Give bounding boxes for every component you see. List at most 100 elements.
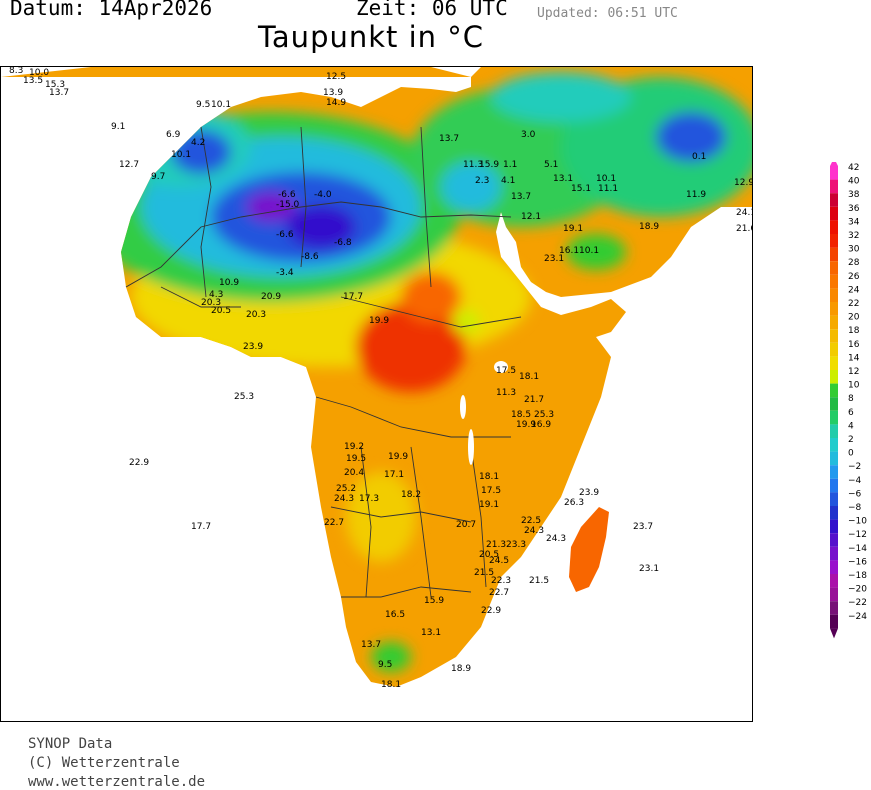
- legend-swatch: [830, 424, 838, 438]
- station-dewpoint-label: 1.1: [503, 160, 517, 170]
- legend-tick-label: −8: [848, 503, 862, 513]
- station-dewpoint-label: 17.5: [496, 366, 516, 376]
- legend-swatch: [830, 560, 838, 574]
- station-dewpoint-label: 19.9: [516, 420, 536, 430]
- station-dewpoint-label: 20.5: [479, 550, 499, 560]
- footer-url: www.wetterzentrale.de: [28, 774, 206, 790]
- legend-swatch: [830, 356, 838, 370]
- station-dewpoint-label: 23.1: [639, 564, 659, 574]
- footer-source: SYNOP Data: [28, 736, 113, 752]
- station-dewpoint-label: 11.3: [496, 388, 516, 398]
- station-dewpoint-label: 22.9: [481, 606, 501, 616]
- station-dewpoint-label: 0.1: [692, 152, 706, 162]
- legend-swatch: [830, 370, 838, 384]
- station-dewpoint-label: 18.9: [639, 222, 659, 232]
- station-dewpoint-label: 19.1: [479, 500, 499, 510]
- station-dewpoint-label: -4.0: [314, 190, 332, 200]
- station-dewpoint-label: 25.3: [534, 410, 554, 420]
- station-dewpoint-label: 6.9: [166, 130, 181, 140]
- legend-swatch: [830, 574, 838, 588]
- legend-tick-label: 24: [848, 285, 860, 295]
- madagascar: [569, 507, 609, 592]
- legend-tick-label: −12: [848, 530, 867, 540]
- station-dewpoint-label: 10.1: [596, 174, 616, 184]
- station-dewpoint-label: 21.7: [524, 395, 544, 405]
- station-dewpoint-label: 24.3: [524, 526, 544, 536]
- station-dewpoint-label: 4.2: [191, 138, 205, 148]
- station-dewpoint-label: 4.1: [501, 176, 515, 186]
- legend-swatch: [830, 614, 838, 629]
- legend-swatch: [830, 247, 838, 262]
- legend-tick-label: 38: [848, 190, 860, 200]
- legend-tick-label: 16: [848, 340, 860, 350]
- station-dewpoint-label: 19.2: [344, 442, 364, 452]
- station-dewpoint-label: 10.9: [219, 278, 239, 288]
- station-dewpoint-label: 20.7: [456, 520, 476, 530]
- station-dewpoint-label: -15.0: [276, 200, 300, 210]
- station-dewpoint-label: 11.9: [686, 190, 706, 200]
- legend-swatch: [830, 329, 838, 343]
- station-dewpoint-label: 13.7: [511, 192, 531, 202]
- station-dewpoint-label: 25.3: [234, 392, 254, 402]
- station-dewpoint-label: -6.6: [276, 230, 294, 240]
- legend-tick-label: 18: [848, 326, 860, 336]
- station-dewpoint-label: 10.1: [171, 150, 191, 160]
- station-dewpoint-label: 12.7: [119, 160, 139, 170]
- legend-swatch: [830, 492, 838, 506]
- legend-swatch: [830, 383, 838, 398]
- legend-swatch: [830, 546, 838, 561]
- station-dewpoint-label: 22.9: [129, 458, 149, 468]
- station-dewpoint-label: 13.1: [421, 628, 441, 638]
- legend-swatch: [830, 533, 838, 547]
- station-dewpoint-label: 12.5: [326, 72, 346, 82]
- legend-tick-label: 34: [848, 217, 860, 227]
- station-dewpoint-label: 23.9: [579, 488, 599, 498]
- legend-swatch: [830, 166, 838, 180]
- legend-swatch: [830, 519, 838, 534]
- legend-swatch: [830, 451, 838, 466]
- legend-swatch: [830, 302, 838, 316]
- station-dewpoint-label: 17.7: [191, 522, 211, 532]
- legend-tick-label: 14: [848, 353, 860, 363]
- station-dewpoint-label: 9.1: [111, 122, 125, 132]
- station-dewpoint-label: 12.9: [734, 178, 753, 188]
- station-dewpoint-label: 21.5: [529, 576, 549, 586]
- station-dewpoint-label: 16.9: [531, 420, 551, 430]
- station-dewpoint-label: 18.5: [511, 410, 531, 420]
- station-dewpoint-label: -6.6: [278, 190, 296, 200]
- station-dewpoint-label: 18.2: [401, 490, 421, 500]
- legend-tick-label: 2: [848, 435, 854, 445]
- legend-tick-label: 12: [848, 367, 859, 377]
- station-dewpoint-label: 9.7: [151, 172, 165, 182]
- legend-tick-label: 20: [848, 313, 860, 323]
- legend-swatch: [830, 342, 838, 357]
- legend-tick-label: −22: [848, 598, 867, 608]
- station-dewpoint-label: 22.3: [491, 576, 511, 586]
- legend-tick-label: 40: [848, 177, 860, 187]
- legend-tick-label: 8: [848, 394, 854, 404]
- legend-tick-label: 28: [848, 258, 860, 268]
- station-dewpoint-label: 12.1: [521, 212, 541, 222]
- station-dewpoint-label: 9.5: [378, 660, 392, 670]
- legend-tick-label: 6: [848, 408, 854, 418]
- station-dewpoint-label: 2.3: [475, 176, 489, 186]
- legend-tick-label: −20: [848, 585, 867, 595]
- station-dewpoint-label: -3.4: [276, 268, 294, 278]
- legend-swatch: [830, 478, 838, 493]
- station-dewpoint-label: 21.5: [474, 568, 494, 578]
- legend-min-arrow: [830, 628, 838, 639]
- station-dewpoint-label: 19.1: [563, 224, 583, 234]
- legend-swatch: [830, 261, 838, 275]
- footer-copyright: (C) Wetterzentrale: [28, 755, 180, 771]
- legend-swatch: [830, 220, 838, 234]
- station-dewpoint-label: 22.5: [521, 516, 541, 526]
- station-dewpoint-label: 13.7: [361, 640, 381, 650]
- map-title: Taupunkt in °C: [258, 20, 485, 54]
- station-dewpoint-label: 23.9: [243, 342, 263, 352]
- station-dewpoint-label: 19.5: [346, 454, 366, 464]
- country-borders: [125, 126, 522, 598]
- station-dewpoint-label: 21.6: [736, 224, 753, 234]
- station-dewpoint-label: 9.5: [196, 100, 210, 110]
- station-dewpoint-label: 24.3: [334, 494, 354, 504]
- station-dewpoint-label: 14.9: [326, 98, 346, 108]
